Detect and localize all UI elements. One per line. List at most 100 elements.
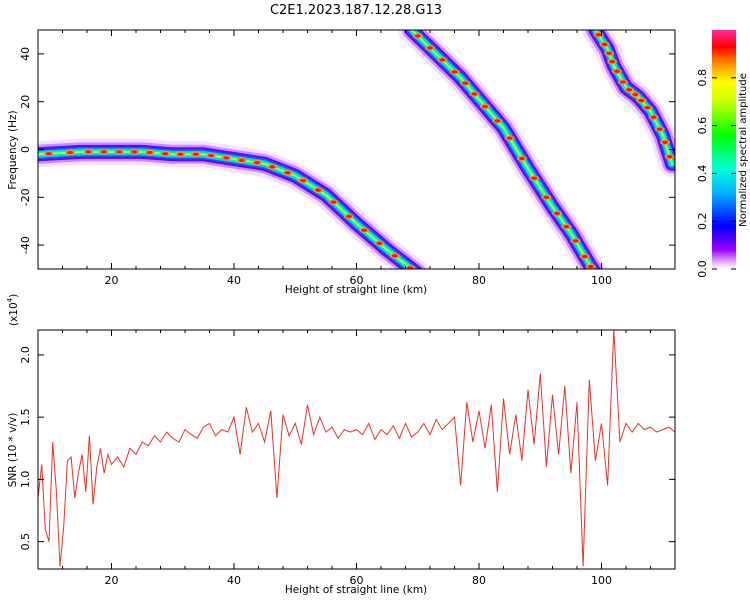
- hotspot-core: [208, 153, 215, 158]
- hotspot-core: [253, 161, 260, 165]
- hotspot-core: [482, 104, 489, 109]
- x-tick-label: 60: [350, 574, 364, 587]
- hotspot-core: [506, 136, 513, 140]
- y-tick-label: 0: [19, 146, 32, 153]
- hotspot-core: [376, 241, 383, 245]
- trace-2-layer-7: [410, 30, 594, 269]
- y-tick-label: 20: [19, 95, 32, 109]
- hotspot-core: [587, 265, 594, 269]
- hotspot-core: [330, 200, 337, 204]
- x-tick-label: 100: [591, 574, 612, 587]
- snr-y-axis-label: SNR (10 * v/v): [7, 413, 19, 488]
- x-tick-label: 40: [227, 574, 241, 587]
- spectrogram-ticks: 20 40 60 80 100 -40 -20 0 20 40: [19, 30, 676, 287]
- snr-line: [38, 330, 675, 567]
- hotspot-core: [407, 266, 414, 269]
- snr-y-multiplier: (x104): [6, 294, 20, 326]
- hotspot-core: [223, 156, 230, 160]
- x-tick-label: 20: [105, 574, 119, 587]
- snr-ticks: 20 40 60 80 100 0.5 1.0 1.5 2.0: [19, 330, 676, 587]
- y-tick-label: 2.0: [19, 346, 32, 364]
- hotspot-core: [554, 211, 561, 216]
- hotspot-core: [85, 150, 92, 154]
- hotspot-core: [494, 119, 501, 123]
- y-tick-label: 1.0: [19, 471, 32, 489]
- colorbar-gradient: [712, 30, 736, 269]
- x-tick-label: 100: [591, 274, 612, 287]
- hotspot-core: [284, 171, 291, 175]
- hotspot-core: [563, 224, 570, 229]
- colorbar-tick-label: 0.8: [696, 69, 709, 87]
- snr-y-multiplier-exponent: 4: [6, 297, 14, 302]
- x-tick-label: 80: [472, 574, 486, 587]
- snr-y-multiplier-prefix: (x10: [8, 302, 20, 326]
- hotspot-core: [531, 176, 538, 180]
- hotspot-core: [662, 140, 669, 144]
- x-tick-label: 80: [472, 274, 486, 287]
- hotspot-core: [644, 106, 651, 110]
- hotspot-core: [361, 228, 368, 232]
- snr-panel: 20 40 60 80 100 0.5 1.0 1.5 2.0 Height of straig…: [6, 294, 676, 596]
- trace-1-layer-7: [38, 151, 413, 269]
- hotspot-core: [67, 150, 74, 155]
- hotspot-core: [427, 46, 433, 50]
- hotspot-core: [192, 152, 199, 156]
- hotspot-core: [601, 42, 608, 46]
- hotspot-core: [638, 98, 645, 103]
- hotspot-core: [162, 152, 169, 156]
- colorbar-ticks: 0.0 0.2 0.4 0.6 0.8: [696, 69, 736, 278]
- hotspot-core: [100, 150, 107, 154]
- hotspot-core: [471, 92, 478, 96]
- hotspot-core: [619, 80, 626, 84]
- x-tick-label: 40: [227, 274, 241, 287]
- y-tick-label: -20: [19, 188, 32, 206]
- colorbar: 0.0 0.2 0.4 0.6 0.8 Normalized spectral ampl…: [696, 30, 749, 278]
- hotspot-core: [595, 33, 602, 37]
- spectrogram-x-axis-label: Height of straight line (km): [285, 284, 427, 296]
- colorbar-tick-label: 0.6: [696, 117, 709, 135]
- hotspot-core: [572, 239, 579, 243]
- x-tick-label: 60: [350, 274, 364, 287]
- hotspot-core: [591, 270, 597, 273]
- y-tick-label: 40: [19, 47, 32, 61]
- hotspot-core: [609, 60, 616, 64]
- hotspot-core: [269, 165, 276, 169]
- y-tick-label: 1.5: [19, 408, 32, 426]
- hotspot-core: [345, 214, 352, 219]
- colorbar-label: Normalized spectral amplitude: [738, 73, 749, 227]
- hotspot-core: [177, 152, 184, 156]
- hotspot-core: [606, 51, 613, 55]
- hotspot-core: [238, 158, 245, 162]
- hotspot-core: [462, 81, 469, 85]
- hotspot-core: [146, 150, 153, 155]
- hotspot-core: [650, 115, 657, 119]
- hotspot-core: [451, 70, 458, 74]
- snr-frame: [37, 329, 676, 570]
- spectrogram-panel: 20 40 60 80 100 -40 -20 0 20 40 Height of straigh…: [7, 29, 676, 296]
- hotspot-core: [656, 127, 663, 131]
- hotspot-core: [613, 69, 620, 73]
- hotspot-core: [543, 195, 550, 199]
- colorbar-tick-label: 0.2: [696, 212, 709, 230]
- hotspot-core: [116, 150, 123, 154]
- colorbar-tick-label: 0.4: [696, 165, 709, 183]
- hotspot-core: [299, 178, 306, 183]
- snr-y-multiplier-suffix: ): [8, 294, 20, 298]
- hotspot-core: [632, 92, 639, 97]
- figure-title: C2E1.2023.187.12.28.G13: [270, 3, 442, 18]
- snr-line-area: [38, 330, 675, 567]
- hotspot-core: [439, 58, 446, 62]
- hotspot-core: [581, 254, 588, 259]
- colorbar-tick-label: 0.0: [696, 260, 709, 278]
- hotspot-core: [666, 155, 673, 159]
- hotspot-core: [626, 88, 633, 92]
- spectrogram-y-axis-label: Frequency (Hz): [7, 110, 19, 189]
- y-tick-label: -40: [19, 236, 32, 254]
- hotspot-core: [414, 34, 421, 38]
- y-tick-label: 0.5: [19, 533, 32, 551]
- spectrogram-traces: [38, 30, 675, 273]
- hotspot-core: [518, 156, 525, 161]
- hotspot-core: [391, 254, 398, 258]
- hotspot-core: [315, 188, 322, 192]
